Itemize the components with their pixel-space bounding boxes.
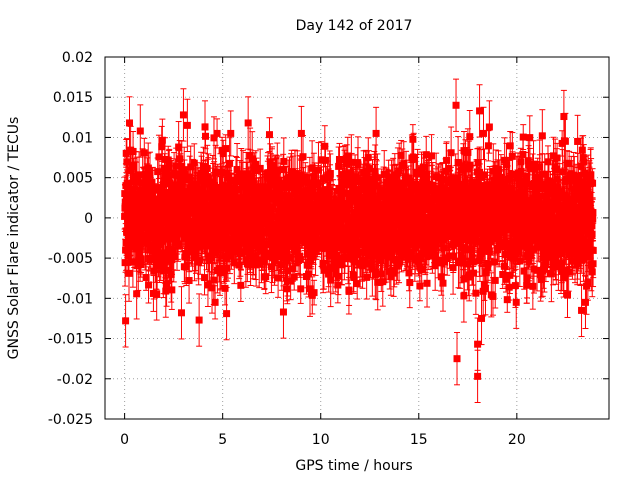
- chart-title: Day 142 of 2017: [296, 18, 413, 34]
- data-points: [121, 78, 597, 404]
